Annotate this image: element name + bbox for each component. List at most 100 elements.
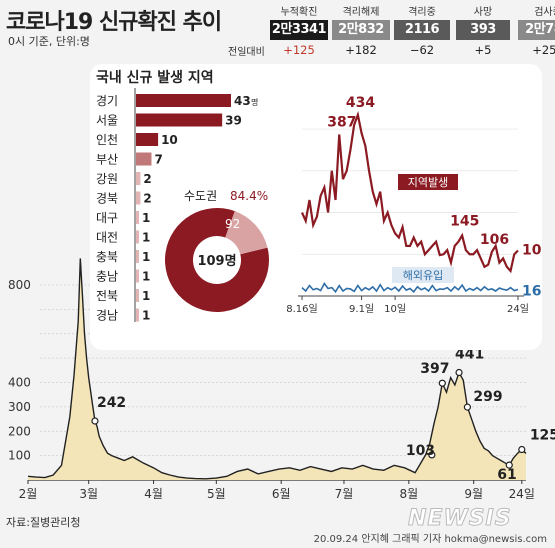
stat-diff: +255 — [532, 43, 555, 57]
data-point — [428, 451, 436, 459]
region-value: 1 — [142, 211, 150, 225]
data-label: 125 — [530, 428, 555, 444]
area-line — [27, 258, 527, 480]
data-label: 441 — [455, 347, 484, 363]
region-value: 1 — [142, 270, 150, 284]
source-note: 자료:질병관리청 — [6, 516, 81, 529]
region-bar — [136, 250, 139, 263]
region-bar — [136, 230, 139, 244]
data-point — [505, 461, 513, 469]
stat-value: 2만832 — [332, 20, 390, 40]
series-label: 해외유입 — [403, 268, 443, 282]
data-point — [438, 379, 446, 387]
basis-note: 0시 기준, 단위:명 — [8, 35, 90, 48]
series-line — [300, 110, 519, 274]
series-line — [301, 281, 519, 294]
region-bar — [136, 308, 139, 322]
region-label: 충남 — [96, 270, 118, 284]
x-tick-label: 4월 — [144, 487, 163, 501]
region-bar — [136, 133, 159, 146]
region-bar — [136, 172, 141, 185]
data-label: 103 — [406, 443, 435, 459]
region-value: 39 — [225, 114, 242, 128]
stat-diff: −62 — [409, 43, 435, 57]
x-tick-label: 7월 — [335, 487, 354, 501]
x-tick-label: 6월 — [272, 487, 291, 501]
donut-slice-label: 92 — [225, 217, 240, 231]
stat-label: 격리해제 — [342, 7, 380, 18]
newsis-logo: NEWSIS — [408, 506, 512, 532]
region-value: 1 — [142, 309, 150, 323]
area-fill — [28, 258, 526, 480]
stat-value: 393 — [456, 20, 510, 40]
x-tick-label: 8월 — [399, 487, 418, 501]
region-label: 서울 — [96, 114, 118, 128]
inset-data-label: 109 — [522, 243, 542, 259]
x-tick-label: 24일 — [509, 487, 535, 501]
region-value: 2 — [143, 192, 151, 206]
donut-slice-capital — [165, 208, 269, 312]
y-tick-label: 200 — [8, 424, 31, 438]
x-tick-label: 3월 — [79, 487, 98, 501]
inset-data-label: 145 — [450, 213, 479, 229]
region-label: 부산 — [96, 153, 118, 167]
region-label: 전북 — [96, 289, 118, 303]
stat-label: 격리중 — [408, 7, 436, 18]
region-bar — [136, 94, 231, 107]
region-value: 7 — [154, 153, 162, 167]
stat-diff: +5 — [474, 43, 492, 57]
y-tick-label: 100 — [8, 449, 31, 463]
region-bar — [136, 191, 141, 205]
inset-x-label: 10일 — [384, 303, 406, 315]
inset-data-label: 16 — [522, 283, 541, 299]
x-tick-label: 5월 — [207, 487, 226, 501]
inset-data-label: 106 — [480, 232, 509, 248]
region-bar — [136, 211, 139, 224]
region-value: 2 — [143, 172, 151, 186]
donut-total: 109명 — [197, 253, 236, 269]
region-value: 1 — [142, 289, 150, 303]
chart-title: 코로나19 신규확진 추이 — [6, 10, 222, 35]
data-label: 61 — [497, 467, 516, 483]
stat-label: 누적확진 — [280, 7, 318, 18]
donut-slice-other — [225, 211, 268, 255]
inset-x-label: 8.16일 — [286, 303, 317, 315]
data-point — [463, 403, 472, 411]
region-label: 대구 — [96, 211, 118, 225]
region-label: 인천 — [96, 132, 118, 147]
data-label: 242 — [97, 395, 126, 411]
stat-value: 2116 — [394, 20, 450, 40]
y-tick-label: 400 — [8, 376, 31, 390]
region-label: 충북 — [96, 250, 118, 264]
region-value: 43 — [234, 94, 251, 108]
data-label: 397 — [420, 361, 449, 377]
donut-title: 수도권 — [184, 189, 217, 203]
unit-label: 명 — [251, 97, 258, 107]
inset-data-label: 387 — [327, 114, 356, 130]
stat-diff: +182 — [345, 43, 377, 57]
inset-x-label: 24일 — [507, 303, 529, 315]
stat-diff: +125 — [283, 43, 315, 57]
inset-title: 국내 신규 발생 지역 — [96, 69, 214, 86]
donut-percent: 84.4% — [230, 189, 268, 203]
region-value: 1 — [142, 231, 150, 245]
region-label: 경기 — [96, 94, 118, 108]
series-label-bg — [392, 267, 454, 283]
region-bar — [136, 289, 139, 302]
x-tick-label: 9월 — [464, 487, 483, 501]
stat-value: 2만782 — [518, 20, 555, 40]
y-tick-label: 800 — [8, 278, 31, 292]
region-bar — [136, 269, 139, 283]
series-label-bg — [398, 174, 458, 190]
series-label: 지역발생 — [408, 176, 448, 189]
stat-label: 검사중 — [534, 7, 555, 18]
diff-label: 전일대비 — [228, 47, 265, 58]
region-value: 10 — [161, 133, 178, 147]
y-tick-label: 300 — [8, 400, 31, 414]
region-value: 1 — [142, 250, 150, 264]
x-tick-label: 2월 — [19, 487, 38, 501]
credit-line: 20.09.24 안지혜 그래픽 기자 hokma@newsis.com — [313, 534, 547, 545]
inset-data-label: 434 — [346, 95, 375, 111]
region-bar — [136, 113, 223, 127]
